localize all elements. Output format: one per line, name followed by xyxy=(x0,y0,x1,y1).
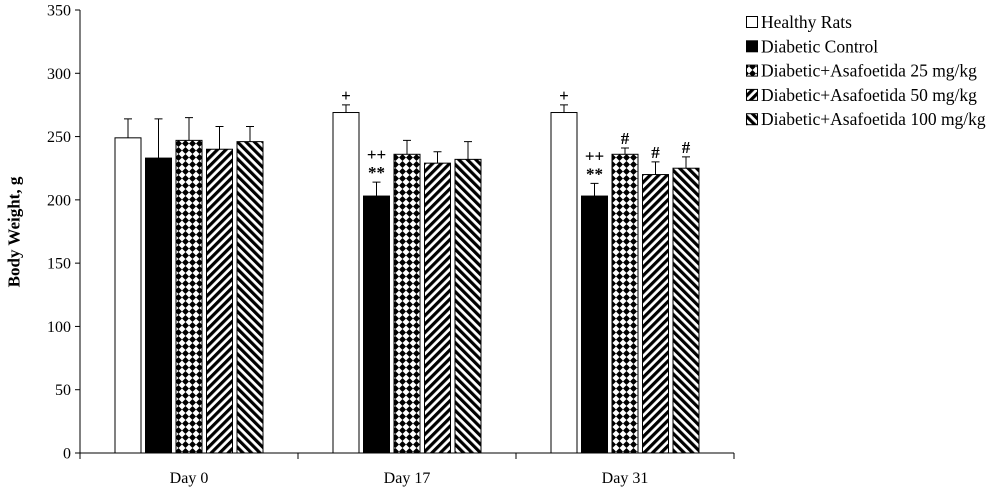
bar-healthy-rats-day-17 xyxy=(332,112,360,454)
error-bar-diabetic-asafoetida-50-mg-kg-day-31 xyxy=(651,161,660,175)
series-diabetic-asafoetida-25-mg-kg: # xyxy=(175,117,639,454)
y-tick-label: 150 xyxy=(47,256,71,273)
y-tick-label: 350 xyxy=(47,3,71,20)
error-bar-diabetic-control-day-31 xyxy=(590,182,599,197)
significance-label: # xyxy=(682,138,691,157)
legend-label: Diabetic Control xyxy=(761,36,878,56)
bar-diabetic-asafoetida-25-mg-kg-day-31 xyxy=(611,153,639,454)
x-category-label: Day 17 xyxy=(384,470,431,487)
series-diabetic-asafoetida-50-mg-kg: # xyxy=(206,125,669,454)
error-bar-diabetic-asafoetida-50-mg-kg-day-0 xyxy=(215,125,224,150)
error-bar-healthy-rats-day-0 xyxy=(124,118,132,138)
legend-item-diabetic-asafoetida-25-mg-kg: Diabetic+Asafoetida 25 mg/kg xyxy=(746,61,977,81)
legend: Healthy Rats Diabetic Control Diabetic+Asa… xyxy=(746,12,986,129)
error-bar-healthy-rats-day-17 xyxy=(342,104,350,113)
bar-diabetic-asafoetida-100-mg-kg-day-31 xyxy=(672,167,700,454)
error-bar-healthy-rats-day-31 xyxy=(560,104,568,113)
x-category-label: Day 0 xyxy=(170,470,209,487)
bar-healthy-rats-day-31 xyxy=(550,112,578,454)
bar-diabetic-asafoetida-100-mg-kg-day-0 xyxy=(236,141,264,454)
legend-label: Diabetic+Asafoetida 50 mg/kg xyxy=(761,85,977,105)
series-diabetic-asafoetida-100-mg-kg: # xyxy=(236,125,700,454)
significance-label: + xyxy=(559,86,569,105)
significance-label: # xyxy=(621,129,630,148)
legend-item-diabetic-asafoetida-100-mg-kg: Diabetic+Asafoetida 100 mg/kg xyxy=(746,109,986,129)
significance-label: ++ xyxy=(585,146,604,165)
y-tick-label: 100 xyxy=(47,319,71,336)
error-bar-diabetic-asafoetida-50-mg-kg-day-17 xyxy=(433,151,442,164)
bar-diabetic-asafoetida-50-mg-kg-day-17 xyxy=(424,162,451,454)
y-tick-label: 50 xyxy=(55,382,71,399)
bar-diabetic-asafoetida-50-mg-kg-day-31 xyxy=(642,174,669,454)
legend-swatch xyxy=(746,64,758,77)
bars: + +**++**++## # xyxy=(114,86,700,454)
error-bar-diabetic-control-day-17 xyxy=(372,181,381,197)
significance-label: ** xyxy=(368,163,385,182)
legend-label: Healthy Rats xyxy=(761,12,852,32)
error-bar-diabetic-asafoetida-25-mg-kg-day-31 xyxy=(621,147,629,155)
legend-swatch xyxy=(746,88,758,101)
bar-diabetic-control-day-0 xyxy=(145,157,172,454)
y-axis-title: Body Weight, g xyxy=(5,176,24,287)
significance-label: # xyxy=(651,143,660,162)
legend-item-healthy-rats: Healthy Rats xyxy=(746,12,852,32)
bar-diabetic-control-day-17 xyxy=(363,195,390,454)
bar-diabetic-asafoetida-100-mg-kg-day-17 xyxy=(454,158,482,454)
error-bar-diabetic-control-day-0 xyxy=(154,118,163,159)
y-tick-label: 200 xyxy=(47,192,71,209)
error-bar-diabetic-asafoetida-100-mg-kg-day-31 xyxy=(682,156,690,169)
series-healthy-rats: + + xyxy=(114,86,578,454)
error-bar-diabetic-asafoetida-100-mg-kg-day-17 xyxy=(464,141,472,160)
bar-diabetic-asafoetida-25-mg-kg-day-0 xyxy=(175,139,203,454)
x-category-label: Day 31 xyxy=(602,470,649,487)
legend-swatch xyxy=(746,40,758,53)
bar-healthy-rats-day-0 xyxy=(114,137,142,454)
legend-item-diabetic-control: Diabetic Control xyxy=(746,36,878,56)
error-bar-diabetic-asafoetida-25-mg-kg-day-17 xyxy=(403,139,411,155)
axes: 0 50 100 150 200 250 300 350 Day 0 Day 17 Day 31 xyxy=(47,3,735,487)
bar-diabetic-asafoetida-25-mg-kg-day-17 xyxy=(393,153,421,454)
series-diabetic-control: **++**++ xyxy=(145,118,608,454)
error-bar-diabetic-asafoetida-100-mg-kg-day-0 xyxy=(246,125,254,142)
error-bar-diabetic-asafoetida-25-mg-kg-day-0 xyxy=(185,117,193,141)
significance-label: ** xyxy=(586,164,603,183)
y-tick-label: 250 xyxy=(47,129,71,146)
y-tick-label: 0 xyxy=(63,446,71,463)
legend-item-diabetic-asafoetida-50-mg-kg: Diabetic+Asafoetida 50 mg/kg xyxy=(746,85,977,105)
bar-diabetic-asafoetida-50-mg-kg-day-0 xyxy=(206,148,233,454)
significance-label: ++ xyxy=(367,145,386,164)
legend-label: Diabetic+Asafoetida 25 mg/kg xyxy=(761,61,977,81)
legend-swatch xyxy=(746,16,758,28)
legend-swatch xyxy=(746,113,758,126)
significance-label: + xyxy=(341,86,351,105)
legend-label: Diabetic+Asafoetida 100 mg/kg xyxy=(761,109,986,129)
y-tick-label: 300 xyxy=(47,66,71,83)
bar-diabetic-control-day-31 xyxy=(581,195,608,454)
